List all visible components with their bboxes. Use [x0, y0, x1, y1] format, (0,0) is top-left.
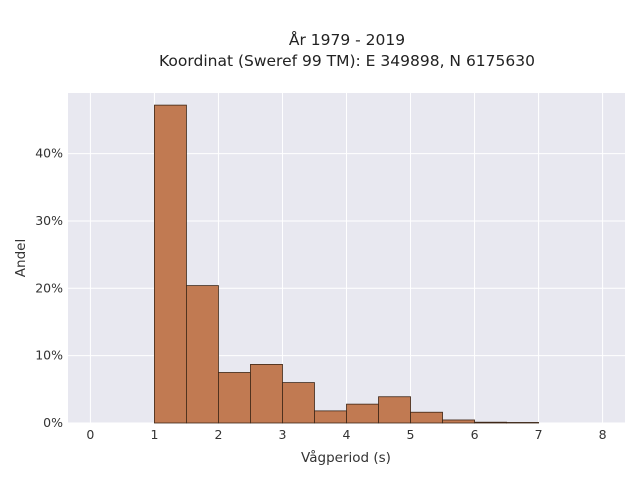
histogram-bar — [378, 396, 411, 424]
bars — [154, 104, 539, 424]
x-tick-label: 0 — [86, 427, 94, 442]
histogram-bar — [282, 382, 315, 424]
histogram-bar — [474, 421, 507, 424]
histogram-bar — [410, 411, 443, 424]
x-axis-ticks: 0 1 2 3 4 5 6 7 8 — [86, 427, 606, 442]
y-axis-ticks: 0% 10% 20% 30% 40% — [35, 146, 63, 430]
x-tick-label: 3 — [279, 427, 287, 442]
y-tick-label: 40% — [35, 146, 63, 161]
histogram-bar — [506, 422, 539, 424]
histogram-bar — [346, 403, 379, 424]
x-tick-label: 6 — [471, 427, 479, 442]
y-tick-label: 10% — [35, 348, 63, 363]
x-tick-label: 4 — [343, 427, 351, 442]
x-tick-label: 7 — [535, 427, 543, 442]
y-tick-label: 20% — [35, 280, 63, 295]
histogram-bar — [250, 364, 283, 424]
chart-title-line-1: År 1979 - 2019 — [289, 30, 405, 49]
y-tick-label: 30% — [35, 213, 63, 228]
x-tick-label: 2 — [214, 427, 222, 442]
y-tick-label: 0% — [43, 415, 63, 430]
x-tick-label: 1 — [150, 427, 158, 442]
histogram-bar — [186, 285, 219, 424]
chart-title-line-2: Koordinat (Sweref 99 TM): E 349898, N 61… — [159, 52, 535, 70]
histogram-bar — [154, 104, 187, 424]
histogram-bar — [442, 419, 475, 424]
x-tick-label: 5 — [407, 427, 415, 442]
y-axis-label: Andel — [13, 239, 29, 277]
x-axis-label: Vågperiod (s) — [301, 449, 391, 466]
x-tick-label: 8 — [599, 427, 607, 442]
histogram-bar — [218, 372, 251, 424]
histogram-bar — [314, 410, 347, 424]
